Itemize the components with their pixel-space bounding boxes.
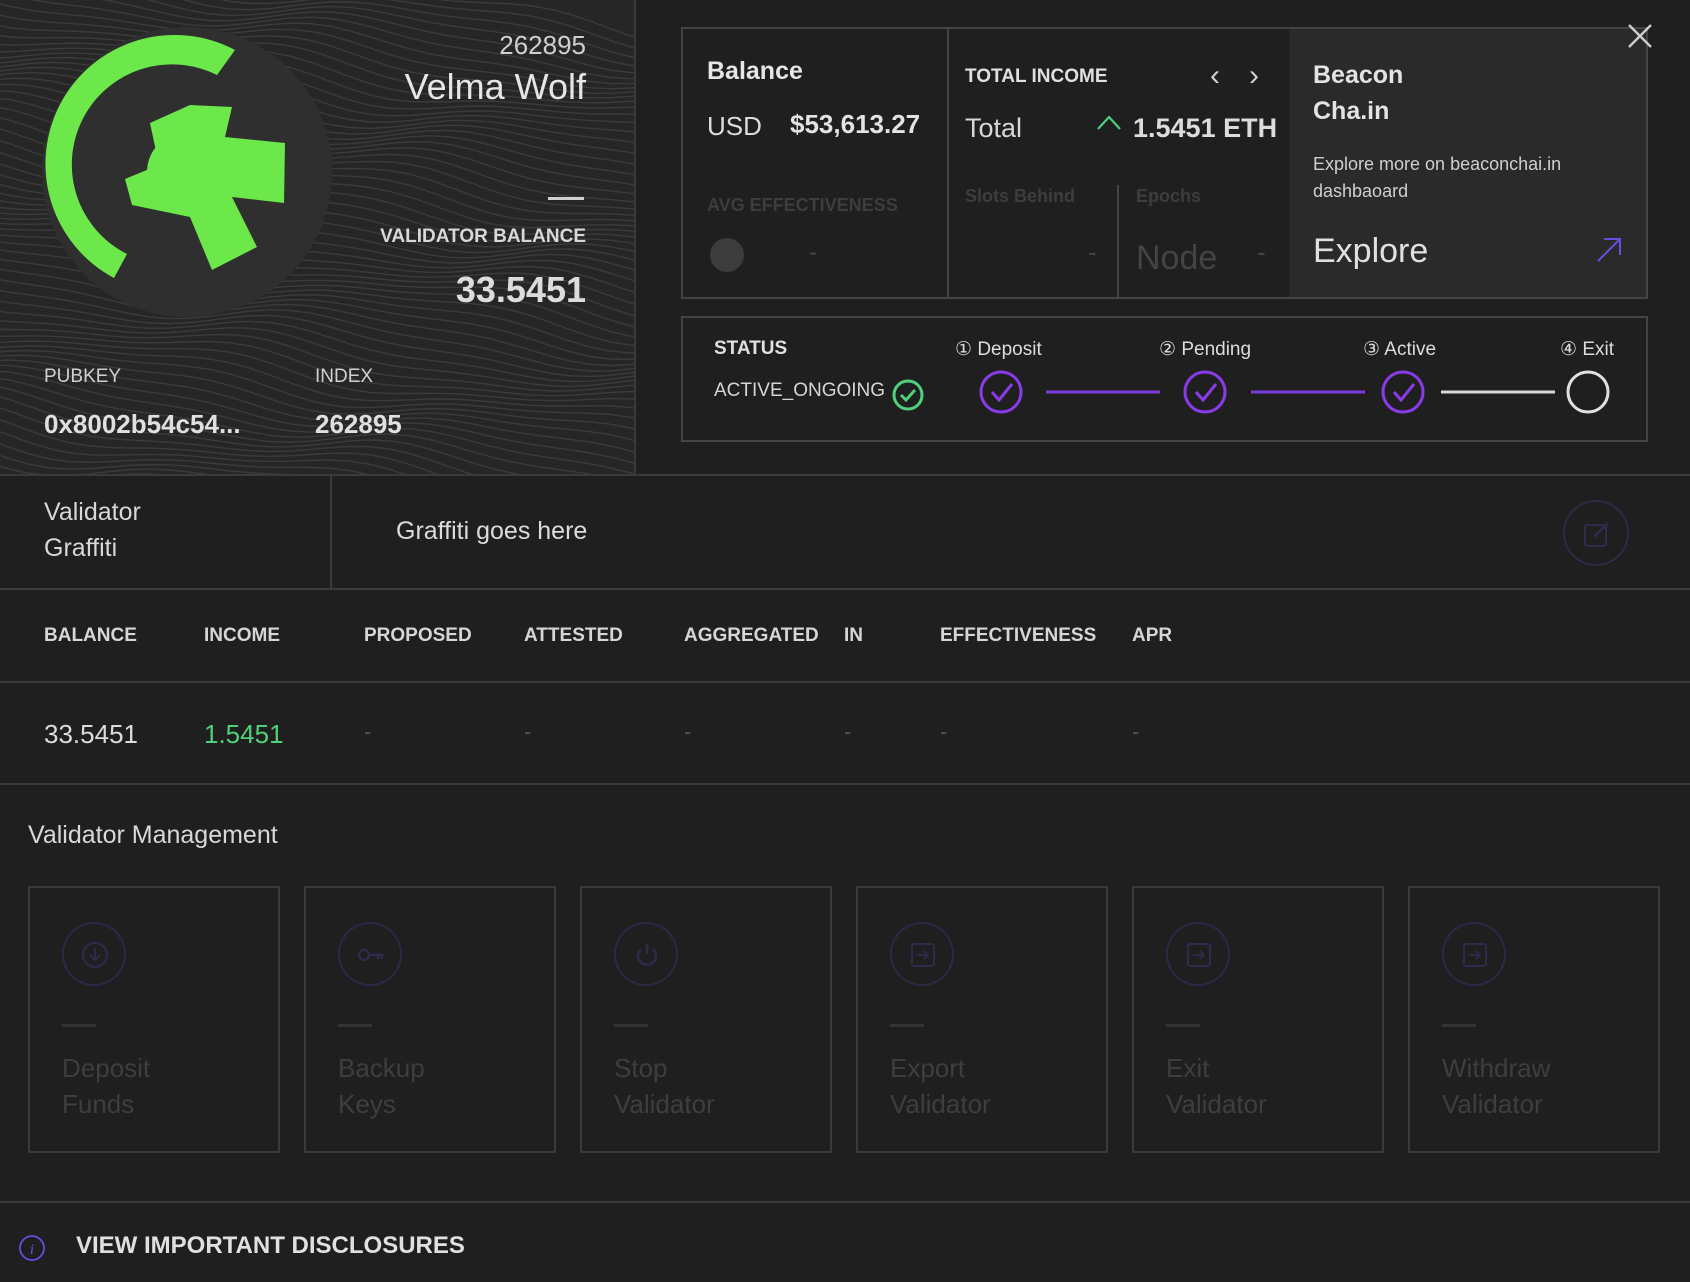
divider xyxy=(330,476,332,590)
validator-balance-label: VALIDATOR BALANCE xyxy=(380,226,586,247)
chevron-right-icon[interactable]: › xyxy=(1249,59,1259,92)
exit-validator-button[interactable]: Exit Validator xyxy=(1132,886,1384,1153)
edit-graffiti-button[interactable] xyxy=(1563,500,1629,566)
slots-behind-value: - xyxy=(1088,237,1097,267)
pubkey-value[interactable]: 0x8002b54c54... xyxy=(44,409,241,439)
col-header-effectiveness: EFFECTIVENESS xyxy=(940,625,1097,646)
edit-icon xyxy=(1584,522,1609,547)
total-income-value: 1.5451 ETH xyxy=(1133,113,1278,143)
stat-proposed: - xyxy=(364,719,372,744)
epochs-label: Epochs xyxy=(1136,186,1202,206)
divider xyxy=(548,197,584,200)
download-icon xyxy=(62,922,126,986)
step-active-check-icon xyxy=(1381,370,1425,414)
svg-text:i: i xyxy=(30,1242,34,1258)
total-label: Total xyxy=(965,113,1023,143)
balance-title: Balance xyxy=(707,57,803,85)
backup-keys-button[interactable]: Backup Keys xyxy=(304,886,556,1153)
beacon-description: Explore more on beaconchai.in dashbaoard xyxy=(1313,154,1562,201)
effectiveness-indicator xyxy=(710,238,744,272)
action-label: Deposit Funds xyxy=(62,1053,151,1119)
balance-currency: USD xyxy=(707,111,762,141)
graffiti-value: Graffiti goes here xyxy=(396,517,588,545)
stat-effectiveness: - xyxy=(940,719,948,744)
col-header-income: INCOME xyxy=(204,625,280,646)
action-label: Export Validator xyxy=(890,1053,991,1119)
status-panel: STATUS ACTIVE_ONGOING ① Deposit ② Pendin… xyxy=(681,316,1648,442)
step-active-label: ③ Active xyxy=(1363,339,1437,360)
step-deposit-check-icon xyxy=(979,370,1023,414)
key-icon xyxy=(338,922,402,986)
index-label: INDEX xyxy=(315,366,374,387)
avg-effectiveness-label: AVG EFFECTIVENESS xyxy=(707,195,898,215)
step-deposit-label: ① Deposit xyxy=(955,339,1042,360)
status-label: STATUS xyxy=(714,338,788,359)
step-exit-circle-icon xyxy=(1566,370,1610,414)
step-pending-label: ② Pending xyxy=(1159,339,1252,360)
slots-behind-label: Slots Behind xyxy=(965,186,1076,206)
divider xyxy=(0,783,1690,785)
validator-name: Velma Wolf xyxy=(404,66,586,107)
validator-management-title: Validator Management xyxy=(28,821,278,849)
action-label: Exit Validator xyxy=(1166,1053,1267,1119)
balance-amount: $53,613.27 xyxy=(790,109,921,139)
graffiti-label: Validator Graffiti xyxy=(44,498,141,562)
avg-effectiveness-value: - xyxy=(809,239,817,266)
col-header-aggregated: AGGREGATED xyxy=(684,625,819,646)
stat-aggregated: - xyxy=(684,719,692,744)
card-divider xyxy=(1117,185,1119,299)
validator-avatar xyxy=(42,27,332,317)
trend-up-icon xyxy=(1096,111,1122,137)
info-icon[interactable]: i xyxy=(18,1234,46,1267)
validator-id: 262895 xyxy=(499,30,586,60)
check-circle-icon xyxy=(891,378,925,417)
stat-balance: 33.5451 xyxy=(44,719,138,749)
col-header-apr: APR xyxy=(1132,625,1173,646)
arrow-up-right-icon[interactable] xyxy=(1594,235,1624,270)
divider xyxy=(0,681,1690,683)
stat-income: 1.5451 xyxy=(204,719,284,749)
deposit-funds-button[interactable]: Deposit Funds xyxy=(28,886,280,1153)
validator-balance: 33.5451 xyxy=(455,269,586,310)
col-header-attested: ATTESTED xyxy=(524,625,623,646)
power-icon xyxy=(614,922,678,986)
total-income-title: TOTAL INCOME xyxy=(965,66,1108,87)
exit-icon xyxy=(1166,922,1230,986)
epochs-node: Node xyxy=(1136,239,1218,277)
action-label: Withdraw Validator xyxy=(1442,1053,1551,1119)
validator-hero: 262895 Velma Wolf VALIDATOR BALANCE 33.5… xyxy=(0,0,636,476)
epochs-value: - xyxy=(1257,237,1266,267)
stat-apr: - xyxy=(1132,719,1140,744)
divider xyxy=(0,1201,1690,1203)
divider xyxy=(0,474,1690,476)
step-pending-check-icon xyxy=(1183,370,1227,414)
stat-attested: - xyxy=(524,719,532,744)
step-exit-label: ④ Exit xyxy=(1560,339,1615,360)
col-header-balance: BALANCE xyxy=(44,625,137,646)
col-header-proposed: PROPOSED xyxy=(364,625,472,646)
summary-cards: Balance USD $53,613.27 AVG EFFECTIVENESS… xyxy=(681,27,1648,299)
withdraw-icon xyxy=(1442,922,1506,986)
withdraw-validator-button[interactable]: Withdraw Validator xyxy=(1408,886,1660,1153)
beacon-chain-card[interactable]: Beacon Cha.in Explore more on beaconchai… xyxy=(1289,29,1646,297)
export-validator-button[interactable]: Export Validator xyxy=(856,886,1108,1153)
export-icon xyxy=(890,922,954,986)
col-header-in: IN xyxy=(844,625,863,646)
stat-in: - xyxy=(844,719,852,744)
index-value: 262895 xyxy=(315,409,402,439)
close-icon[interactable] xyxy=(1626,22,1654,55)
chevron-left-icon[interactable]: ‹ xyxy=(1210,59,1220,92)
status-value: ACTIVE_ONGOING xyxy=(714,380,886,401)
divider xyxy=(0,588,1690,590)
view-disclosures-link[interactable]: VIEW IMPORTANT DISCLOSURES xyxy=(76,1232,465,1259)
card-divider xyxy=(947,29,949,297)
pubkey-label: PUBKEY xyxy=(44,366,122,387)
status-stepper xyxy=(979,370,1610,414)
explore-link[interactable]: Explore xyxy=(1313,232,1429,270)
action-label: Backup Keys xyxy=(338,1053,425,1119)
action-label: Stop Validator xyxy=(614,1053,715,1119)
beacon-title: Beacon Cha.in xyxy=(1313,61,1404,125)
stop-validator-button[interactable]: Stop Validator xyxy=(580,886,832,1153)
